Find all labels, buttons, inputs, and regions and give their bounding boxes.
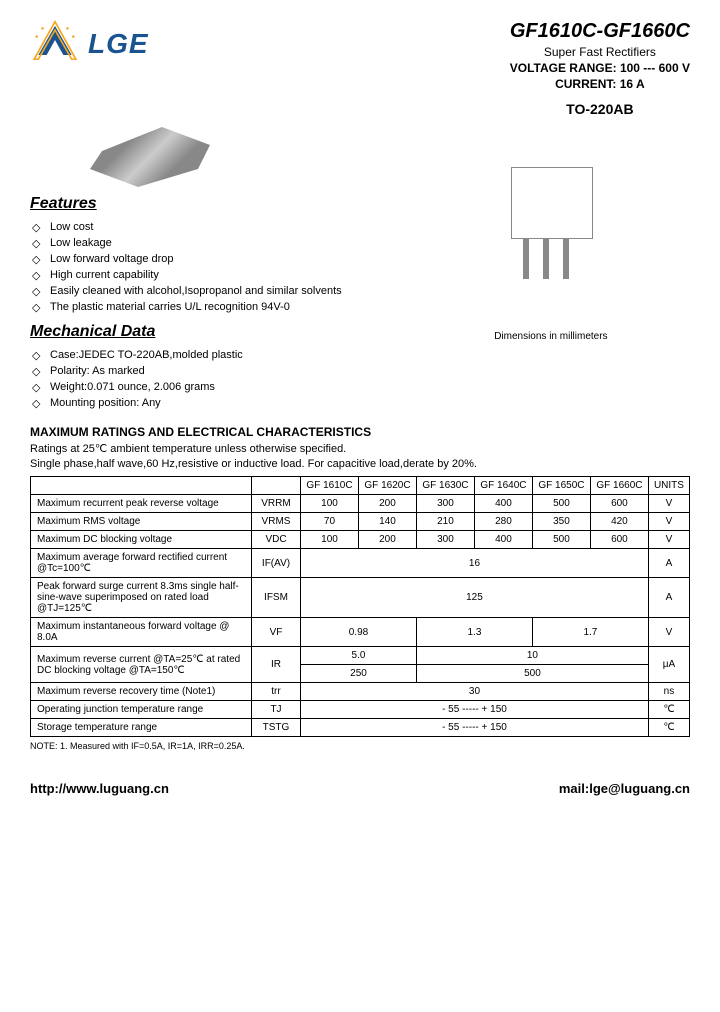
list-item: Mounting position: Any xyxy=(30,395,392,411)
table-row: Maximum reverse current @TA=25℃ at rated… xyxy=(31,647,690,665)
table-row: Storage temperature rangeTSTG- 55 ----- … xyxy=(31,719,690,737)
right-column: Dimensions in millimeters xyxy=(412,127,690,411)
table-row: Maximum RMS voltageVRMS70140210280350420… xyxy=(31,513,690,531)
logo-icon xyxy=(30,20,80,68)
header-row: LGE GF1610C-GF1660C Super Fast Rectifier… xyxy=(30,20,690,117)
spec-table: GF 1610CGF 1620CGF 1630C GF 1640CGF 1650… xyxy=(30,476,690,737)
part-number: GF1610C-GF1660C xyxy=(510,20,690,43)
table-row: Maximum DC blocking voltageVDC1002003004… xyxy=(31,531,690,549)
dim-caption: Dimensions in millimeters xyxy=(412,331,690,342)
current-spec: CURRENT: 16 A xyxy=(510,77,690,91)
footer: http://www.luguang.cn mail:lge@luguang.c… xyxy=(30,781,690,796)
list-item: Case:JEDEC TO-220AB,molded plastic xyxy=(30,347,392,363)
list-item: Polarity: As marked xyxy=(30,363,392,379)
table-row: Maximum recurrent peak reverse voltageVR… xyxy=(31,495,690,513)
voltage-spec: VOLTAGE RANGE: 100 --- 600 V xyxy=(510,61,690,75)
list-item: High current capability xyxy=(30,267,392,283)
logo: LGE xyxy=(30,20,149,68)
ratings-title: MAXIMUM RATINGS AND ELECTRICAL CHARACTER… xyxy=(30,425,690,439)
list-item: Low leakage xyxy=(30,235,392,251)
list-item: Weight:0.071 ounce, 2.006 grams xyxy=(30,379,392,395)
title-block: GF1610C-GF1660C Super Fast Rectifiers VO… xyxy=(510,20,690,117)
features-list: Low cost Low leakage Low forward voltage… xyxy=(30,219,392,315)
footer-url[interactable]: http://www.luguang.cn xyxy=(30,781,169,796)
logo-text: LGE xyxy=(88,28,149,60)
package-name: TO-220AB xyxy=(510,101,690,117)
table-row: Peak forward surge current 8.3ms single … xyxy=(31,578,690,618)
list-item: Low cost xyxy=(30,219,392,235)
list-item: Low forward voltage drop xyxy=(30,251,392,267)
table-row: Operating junction temperature rangeTJ- … xyxy=(31,701,690,719)
mech-list: Case:JEDEC TO-220AB,molded plastic Polar… xyxy=(30,347,392,411)
list-item: The plastic material carries U/L recogni… xyxy=(30,299,392,315)
subtitle: Super Fast Rectifiers xyxy=(510,45,690,59)
component-image xyxy=(90,127,210,187)
table-header-row: GF 1610CGF 1620CGF 1630C GF 1640CGF 1650… xyxy=(31,477,690,495)
ratings-sub1: Ratings at 25℃ ambient temperature unles… xyxy=(30,442,690,455)
note: NOTE: 1. Measured with IF=0.5A, IR=1A, I… xyxy=(30,741,690,751)
left-column: Features Low cost Low leakage Low forwar… xyxy=(30,127,392,411)
table-row: Maximum average forward rectified curren… xyxy=(31,549,690,578)
table-row: Maximum reverse recovery time (Note1)trr… xyxy=(31,683,690,701)
ratings-sub2: Single phase,half wave,60 Hz,resistive o… xyxy=(30,458,690,470)
mid-row: Features Low cost Low leakage Low forwar… xyxy=(30,127,690,411)
list-item: Easily cleaned with alcohol,Isopropanol … xyxy=(30,283,392,299)
footer-mail[interactable]: mail:lge@luguang.cn xyxy=(559,781,690,796)
features-heading: Features xyxy=(30,195,392,213)
mech-heading: Mechanical Data xyxy=(30,323,392,341)
dimension-diagram xyxy=(461,127,641,327)
table-row: Maximum instantaneous forward voltage @ … xyxy=(31,618,690,647)
